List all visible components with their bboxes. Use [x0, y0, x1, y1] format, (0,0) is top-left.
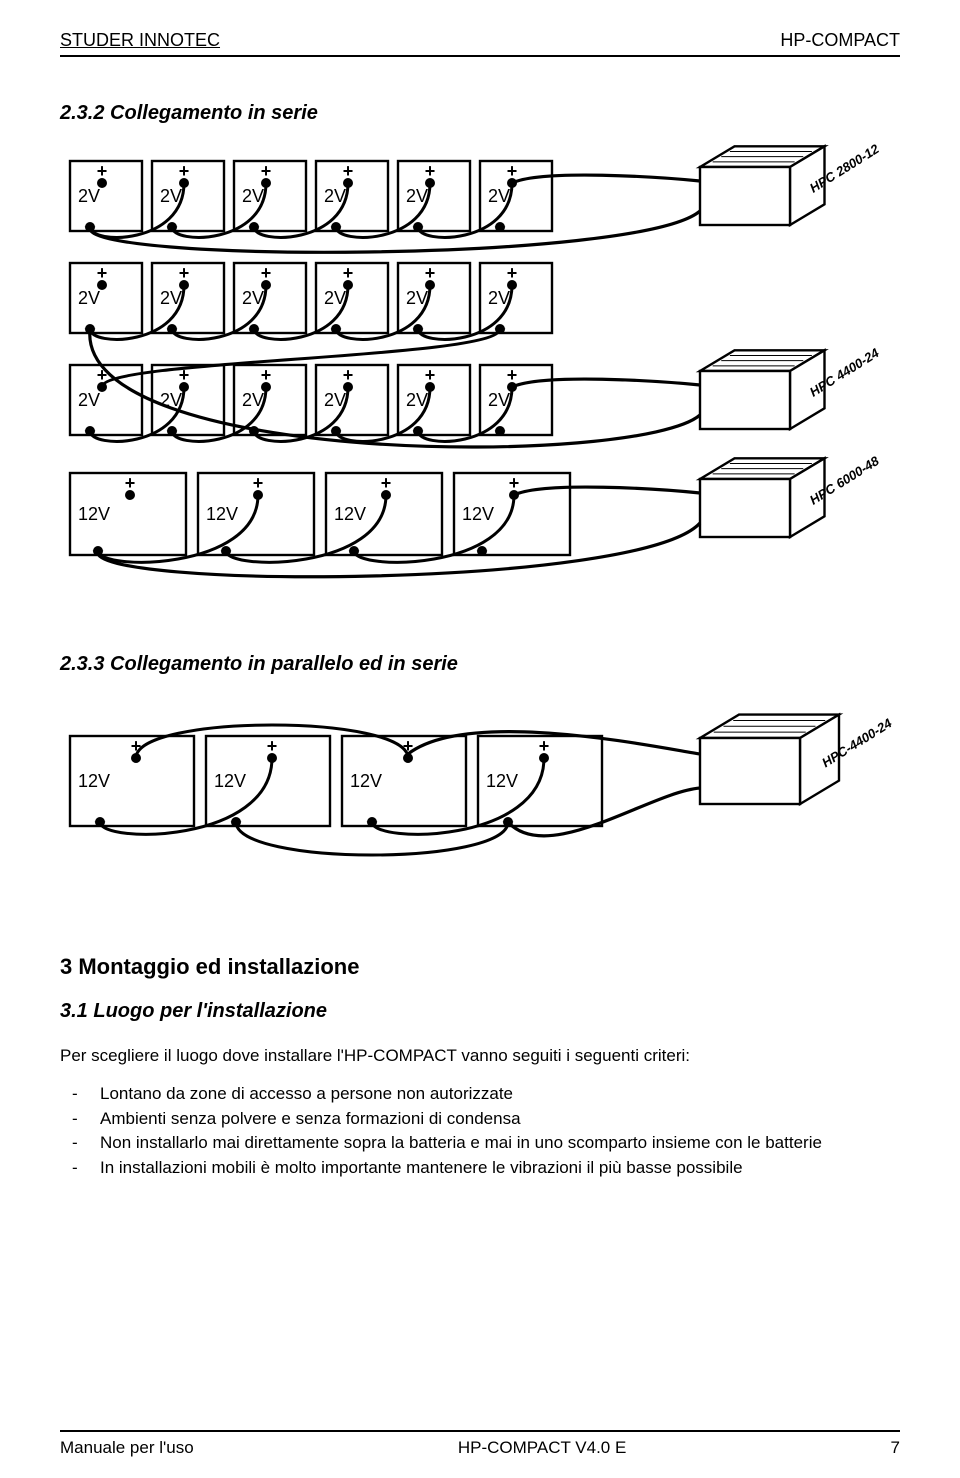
svg-text:12V: 12V — [350, 771, 382, 791]
page-footer: Manuale per l'uso HP-COMPACT V4.0 E 7 — [60, 1430, 900, 1458]
svg-text:12V: 12V — [462, 504, 494, 524]
svg-text:12V: 12V — [334, 504, 366, 524]
section-3: 3 Montaggio ed installazione — [60, 954, 900, 980]
page-header: STUDER INNOTEC HP-COMPACT — [60, 30, 900, 57]
section-2-3-2: 2.3.2 Collegamento in serie — [60, 102, 900, 125]
svg-text:2V: 2V — [78, 186, 100, 206]
section-2-3-3: 2.3.3 Collegamento in parallelo ed in se… — [60, 653, 900, 676]
header-right: HP-COMPACT — [780, 30, 900, 51]
footer-left: Manuale per l'uso — [60, 1438, 194, 1458]
series-diagram: +_2V+_2V+_2V+_2V+_2V+_2VHPC 2800-12+_2V+… — [60, 143, 900, 613]
criteria-item: Non installarlo mai direttamente sopra l… — [60, 1131, 900, 1156]
svg-text:12V: 12V — [78, 504, 110, 524]
svg-text:12V: 12V — [214, 771, 246, 791]
page: STUDER INNOTEC HP-COMPACT 2.3.2 Collegam… — [0, 0, 960, 1478]
svg-text:12V: 12V — [206, 504, 238, 524]
svg-text:12V: 12V — [78, 771, 110, 791]
footer-center: HP-COMPACT V4.0 E — [458, 1438, 626, 1458]
criteria-item: Ambienti senza polvere e senza formazion… — [60, 1107, 900, 1132]
footer-right: 7 — [891, 1438, 900, 1458]
header-left: STUDER INNOTEC — [60, 30, 220, 51]
parallel-diagram-svg: +_12V+_12V+_12V+_12VHPC-4400-24 — [60, 694, 900, 884]
svg-text:2V: 2V — [78, 390, 100, 410]
criteria-list: Lontano da zone di accesso a persone non… — [60, 1082, 900, 1181]
criteria-intro: Per scegliere il luogo dove installare l… — [60, 1045, 900, 1068]
section-3-1: 3.1 Luogo per l'installazione — [60, 1000, 900, 1023]
svg-text:12V: 12V — [486, 771, 518, 791]
svg-text:2V: 2V — [78, 288, 100, 308]
parallel-series-diagram: +_12V+_12V+_12V+_12VHPC-4400-24 — [60, 694, 900, 884]
criteria-item: Lontano da zone di accesso a persone non… — [60, 1082, 900, 1107]
series-diagram-svg: +_2V+_2V+_2V+_2V+_2V+_2VHPC 2800-12+_2V+… — [60, 143, 900, 613]
criteria-item: In installazioni mobili è molto importan… — [60, 1156, 900, 1181]
